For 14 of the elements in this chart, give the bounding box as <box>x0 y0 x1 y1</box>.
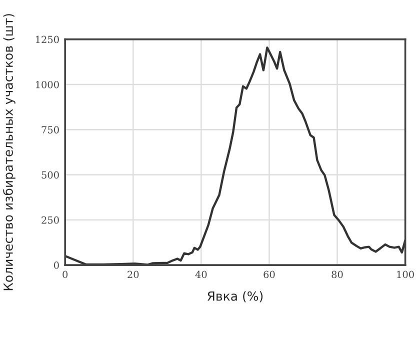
y-axis-title: Количество избирательных участков (шт) <box>3 14 16 290</box>
y-tick-label: 750 <box>42 126 59 134</box>
x-axis-title: Явка (%) <box>208 291 263 302</box>
x-tick-label: 40 <box>195 270 207 278</box>
x-tick-label: 80 <box>332 270 343 278</box>
y-tick-label: 1000 <box>36 80 59 88</box>
y-tick-label: 500 <box>42 171 59 179</box>
x-tick-label: 20 <box>128 270 139 278</box>
y-tick-label: 0 <box>54 262 59 269</box>
y-tick-label: 1250 <box>36 36 59 44</box>
y-tick-label: 250 <box>42 216 59 224</box>
x-tick-label: 0 <box>62 270 68 278</box>
x-tick-label: 100 <box>397 270 414 278</box>
x-tick-label: 60 <box>264 270 275 278</box>
